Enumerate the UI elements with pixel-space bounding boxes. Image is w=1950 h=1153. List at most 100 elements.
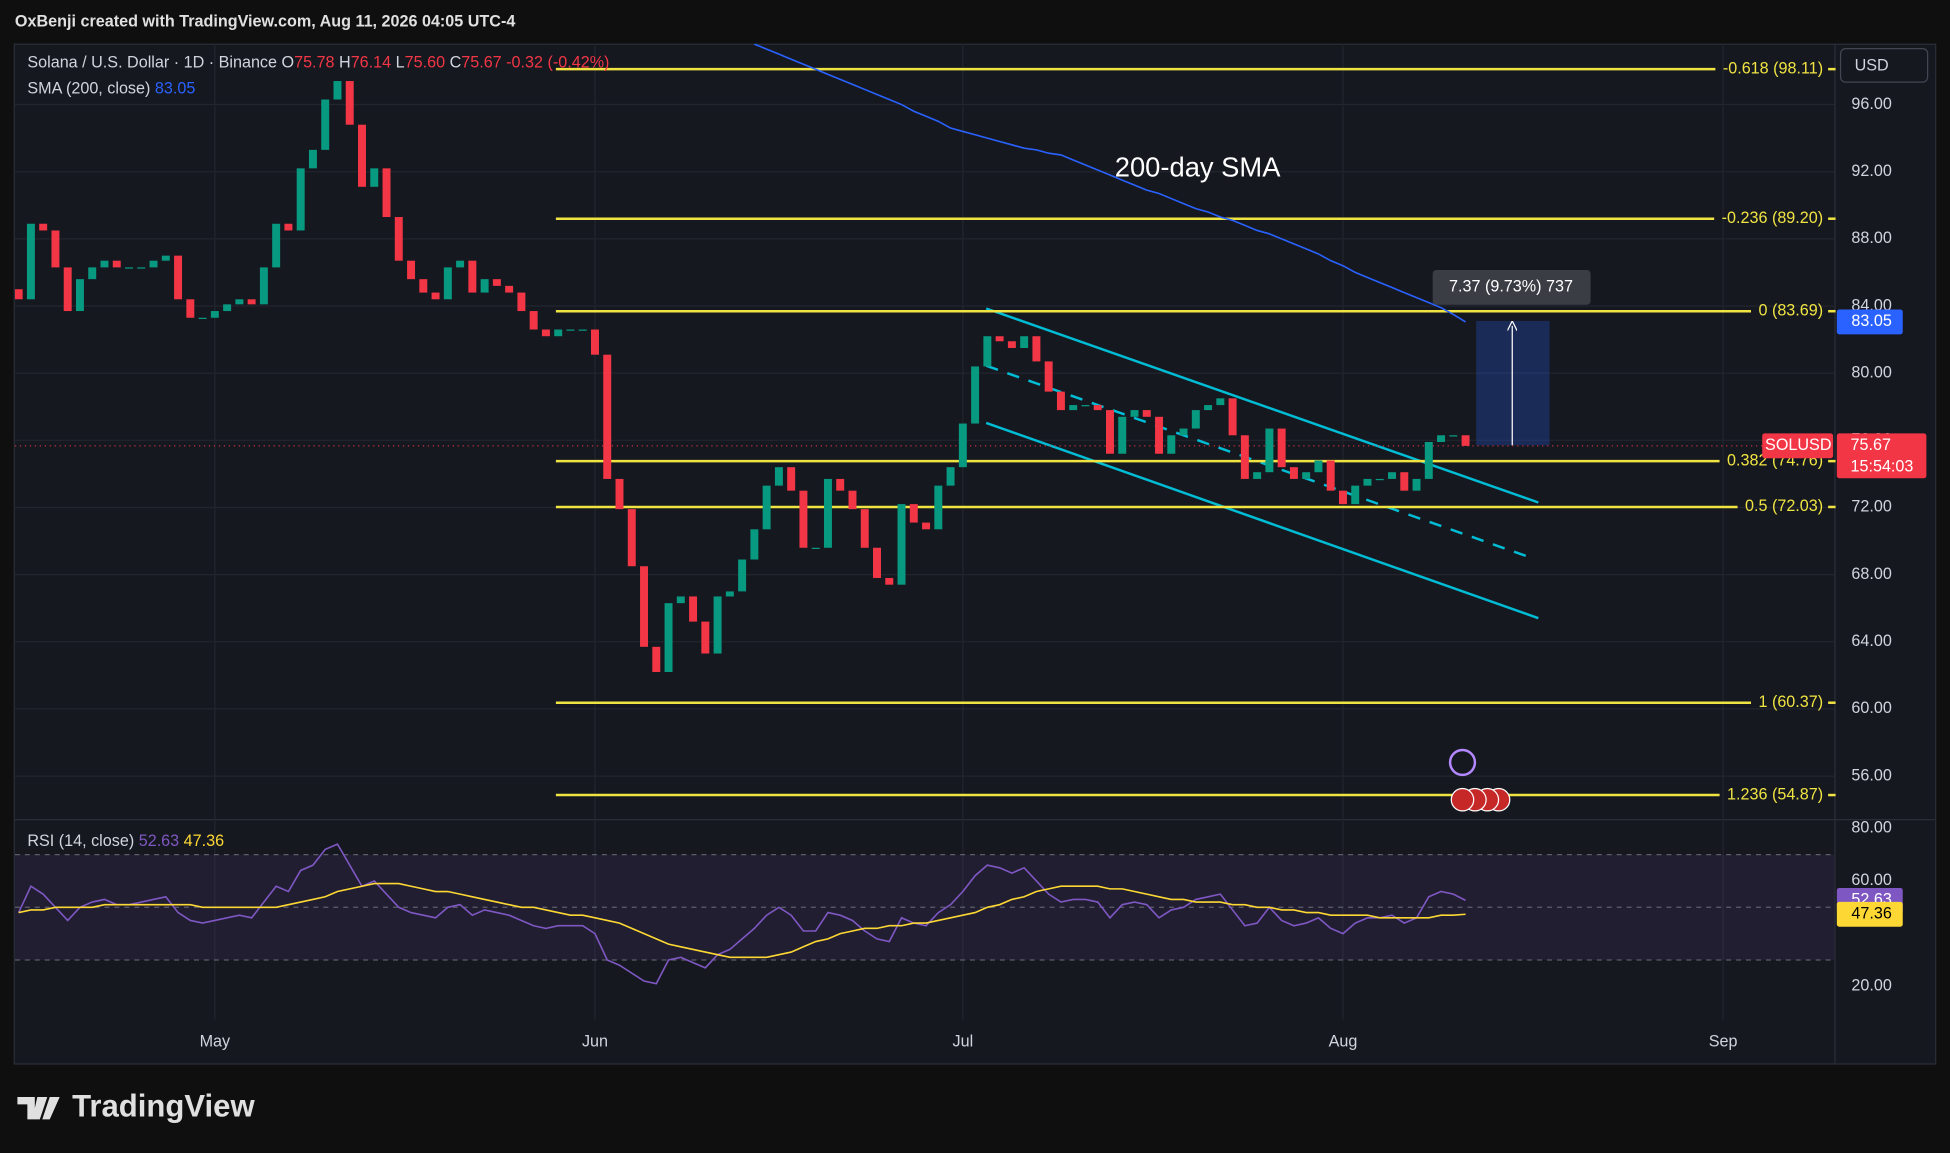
sma-line xyxy=(754,43,1467,323)
candle-body xyxy=(296,168,305,231)
candle-body xyxy=(235,299,244,305)
candle-body xyxy=(529,311,538,330)
candle-body xyxy=(333,81,342,100)
rsi-pane xyxy=(14,843,1835,985)
candle-body xyxy=(1044,361,1053,392)
candle-body xyxy=(75,279,84,312)
candle-body xyxy=(787,467,796,491)
ohlc-value: 75.60 xyxy=(405,54,445,72)
candle-body xyxy=(456,260,465,268)
measure-label: 7.37 (9.73%) 737 xyxy=(1449,278,1573,296)
ohlc-value: 75.78 xyxy=(294,54,334,72)
change: -0.32 (-0.42%) xyxy=(506,54,609,72)
candle-body xyxy=(1424,441,1433,479)
channel-lower xyxy=(985,421,1539,620)
rsi-tick-label: 20.00 xyxy=(1851,977,1891,995)
legend-sma: SMA (200, close) 83.05 xyxy=(27,80,195,98)
candle-body xyxy=(1240,435,1249,479)
grid xyxy=(14,43,1835,1020)
candle-body xyxy=(100,260,109,268)
candle-body xyxy=(1253,472,1262,479)
legend-main: Solana / U.S. Dollar · 1D · Binance O75.… xyxy=(27,54,609,72)
candle-body xyxy=(1449,435,1458,437)
attribution: OxBenji created with TradingView.com, Au… xyxy=(15,13,515,31)
candle-body xyxy=(971,366,980,424)
candle-body xyxy=(1167,435,1176,454)
candle-body xyxy=(983,336,992,367)
candle-body xyxy=(63,267,72,312)
fib-label: 1.236 (54.87) xyxy=(1727,785,1823,803)
candle-body xyxy=(873,547,881,578)
candle-body xyxy=(799,490,808,548)
candle-body xyxy=(382,168,391,218)
candle-body xyxy=(26,223,35,300)
candle-body xyxy=(1216,398,1225,406)
candle-body xyxy=(443,267,452,300)
overlay: 7.37 (9.73%) 737 200-day SMA USD Solana … xyxy=(17,47,1929,1123)
legend-rsi: RSI (14, close) 52.63 47.36 xyxy=(27,832,224,850)
candle-body xyxy=(958,423,967,468)
candle-body xyxy=(51,230,60,268)
flag-icons[interactable] xyxy=(1450,787,1511,812)
y-tick-label: 60.00 xyxy=(1851,699,1891,717)
candle-body xyxy=(358,124,366,187)
y-tick-label: 56.00 xyxy=(1851,766,1891,784)
candle-body xyxy=(1338,490,1347,505)
candle-body xyxy=(860,509,869,548)
ohlc-value: 75.67 xyxy=(461,54,501,72)
candle-body xyxy=(223,304,232,312)
candle-body xyxy=(1375,478,1384,481)
symbol-badge xyxy=(1762,433,1834,459)
y-tick-label: 92.00 xyxy=(1851,162,1891,180)
candle-body xyxy=(137,267,146,269)
candle-body xyxy=(995,336,1004,342)
candle-body xyxy=(652,646,661,672)
symbol-badge-label: SOLUSD xyxy=(1765,436,1831,454)
candle-body xyxy=(1179,428,1188,436)
sma-value: 83.05 xyxy=(155,80,195,98)
candle-body xyxy=(811,547,820,550)
price-badge-label: 75.67 xyxy=(1851,436,1891,454)
price-badge xyxy=(1836,433,1927,479)
candle-body xyxy=(1106,410,1114,454)
candle-body xyxy=(125,267,133,269)
ohlc-value: 76.14 xyxy=(351,54,391,72)
currency-box[interactable] xyxy=(1839,47,1929,83)
candle-body xyxy=(1314,460,1323,473)
channel-mid xyxy=(985,364,1531,559)
candle-body xyxy=(308,149,317,169)
candle-body xyxy=(701,621,710,654)
candle-body xyxy=(848,490,857,510)
event-icon[interactable] xyxy=(1448,748,1477,777)
candle-body xyxy=(738,559,747,592)
candle-body xyxy=(210,311,219,318)
price-pane xyxy=(14,43,1835,797)
y-tick-label: 80.00 xyxy=(1851,363,1891,381)
candle-body xyxy=(407,260,416,280)
candle-body xyxy=(431,292,440,300)
candle-body xyxy=(1020,336,1029,348)
candle-body xyxy=(934,485,943,530)
candle-body xyxy=(750,529,759,560)
fib-label: 0.5 (72.03) xyxy=(1745,497,1823,515)
candle-body xyxy=(627,509,636,567)
candle-body xyxy=(885,577,894,585)
candle-body xyxy=(689,596,698,622)
candle-body xyxy=(345,81,354,125)
candle-body xyxy=(1277,428,1286,468)
candle-body xyxy=(1007,341,1016,348)
y-tick-label: 72.00 xyxy=(1851,498,1891,516)
x-tick-label: Jul xyxy=(953,1033,974,1051)
candle-body xyxy=(615,478,624,510)
candle-body xyxy=(922,522,931,530)
candle-body xyxy=(480,279,489,293)
candle-body xyxy=(284,223,293,231)
candle-body xyxy=(1351,485,1360,505)
measure-label-box xyxy=(1432,269,1591,305)
candle-body xyxy=(1155,416,1164,454)
candle-body xyxy=(492,279,501,286)
candle-body xyxy=(517,292,526,312)
sma-badge xyxy=(1836,309,1903,335)
candle-body xyxy=(1412,478,1421,491)
